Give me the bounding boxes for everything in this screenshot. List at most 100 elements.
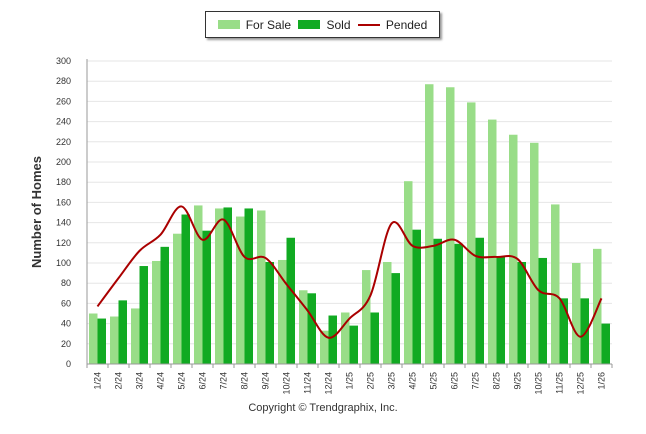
bar-for-sale-12/25 [572, 263, 581, 364]
bar-for-sale-7/25 [467, 102, 476, 364]
x-tick-label-7/25: 7/25 [471, 372, 481, 390]
x-tick-label-4/24: 4/24 [156, 372, 166, 390]
x-tick-label-3/24: 3/24 [135, 372, 145, 390]
legend-item-pended: Pended [357, 17, 428, 32]
bar-sold-2/24 [118, 300, 127, 364]
x-tick-label-2/24: 2/24 [114, 372, 124, 390]
x-tick-label-6/24: 6/24 [198, 372, 208, 390]
bar-sold-11/25 [559, 298, 568, 364]
x-tick-label-8/24: 8/24 [240, 372, 250, 390]
x-tick-label-11/24: 11/24 [303, 372, 313, 394]
y-tick-label-140: 140 [56, 218, 71, 228]
series-line-pended [96, 205, 603, 339]
legend-swatch-for-sale [217, 20, 240, 29]
bar-for-sale-9/24 [257, 210, 266, 364]
x-tick-label-11/25: 11/25 [555, 372, 565, 394]
bar-for-sale-2/25 [362, 270, 371, 364]
bar-sold-9/24 [265, 261, 274, 364]
y-tick-label-120: 120 [56, 238, 71, 248]
x-tick-label-12/24: 12/24 [324, 372, 334, 395]
bar-sold-8/24 [244, 208, 253, 364]
bar-for-sale-11/25 [551, 204, 560, 364]
bar-for-sale-6/24 [194, 205, 203, 364]
bar-sold-7/24 [223, 207, 232, 364]
x-tick-label-12/25: 12/25 [576, 372, 586, 395]
x-tick-label-2/25: 2/25 [366, 372, 376, 390]
y-tick-label-40: 40 [61, 319, 71, 329]
bar-sold-4/24 [160, 246, 169, 364]
bar-for-sale-8/24 [236, 216, 245, 364]
bar-sold-3/24 [139, 266, 148, 364]
bar-for-sale-3/24 [131, 308, 140, 364]
bar-for-sale-12/24 [320, 330, 329, 364]
y-tick-label-0: 0 [66, 359, 71, 369]
legend-label-for-sale: For Sale [245, 17, 292, 32]
y-tick-label-220: 220 [56, 137, 71, 147]
y-tick-label-180: 180 [56, 177, 71, 187]
bar-sold-1/24 [97, 318, 106, 364]
x-tick-label-10/25: 10/25 [534, 372, 544, 395]
y-tick-label-280: 280 [56, 76, 71, 86]
y-tick-label-300: 300 [56, 56, 71, 66]
y-tick-label-100: 100 [56, 258, 71, 268]
bar-sold-7/25 [475, 237, 484, 364]
y-tick-labels: 0 20 40 60 80 100 120 140 160 180 200 220 240 260 280 3… [56, 56, 71, 369]
bar-for-sale-6/25 [446, 87, 455, 364]
x-tick-label-8/25: 8/25 [492, 372, 502, 390]
legend-item-for-sale: For Sale [217, 17, 292, 32]
legend-label-sold: Sold [326, 17, 351, 32]
x-tick-label-1/25: 1/25 [345, 372, 355, 390]
bar-sold-6/25 [454, 243, 463, 364]
legend-swatch-pended [357, 23, 380, 26]
bar-for-sale-10/24 [278, 259, 287, 364]
bar-sold-4/25 [412, 229, 421, 364]
legend-item-sold: Sold [298, 17, 351, 32]
x-tick-label-9/25: 9/25 [513, 372, 523, 390]
bar-sold-1/26 [601, 323, 610, 364]
legend-swatch-sold [298, 20, 321, 29]
bar-sold-3/25 [391, 273, 400, 364]
bar-for-sale-5/24 [173, 233, 182, 364]
x-tick-label-10/24: 10/24 [282, 372, 292, 395]
bar-sold-5/24 [181, 214, 190, 364]
bars [89, 84, 610, 364]
bar-for-sale-4/24 [152, 260, 161, 364]
y-axis-label: Number of Homes [29, 156, 44, 268]
y-tick-label-200: 200 [56, 157, 71, 167]
y-tick-label-240: 240 [56, 117, 71, 127]
x-tick-labels: 1/24 2/24 3/24 4/24 5/24 6/24 7/24 8/24 9/24 10/2… [93, 372, 607, 395]
legend: For Sale Sold Pended [205, 11, 440, 38]
bar-sold-6/24 [202, 230, 211, 364]
copyright-text: Copyright © Trendgraphix, Inc. [248, 402, 398, 414]
bar-for-sale-5/25 [425, 84, 434, 364]
bar-sold-2/25 [370, 312, 379, 364]
bar-for-sale-1/24 [89, 313, 98, 364]
x-tick-label-1/24: 1/24 [93, 372, 103, 390]
bar-for-sale-4/25 [404, 181, 413, 364]
bar-for-sale-10/25 [530, 142, 539, 364]
x-tick-label-9/24: 9/24 [261, 372, 271, 390]
y-tick-label-80: 80 [61, 278, 71, 288]
bar-for-sale-1/25 [341, 312, 350, 364]
axes [86, 59, 613, 368]
y-tick-label-20: 20 [61, 339, 71, 349]
bar-for-sale-7/24 [215, 208, 224, 364]
bar-sold-12/25 [580, 298, 589, 364]
x-tick-label-3/25: 3/25 [387, 372, 397, 390]
x-tick-label-7/24: 7/24 [219, 372, 229, 390]
x-tick-label-1/26: 1/26 [597, 372, 607, 390]
bar-sold-8/25 [496, 256, 505, 364]
bar-sold-10/25 [538, 257, 547, 364]
bar-sold-10/24 [286, 237, 295, 364]
bar-sold-12/24 [328, 315, 337, 364]
bar-sold-9/25 [517, 261, 526, 364]
y-tick-label-160: 160 [56, 197, 71, 207]
bar-for-sale-8/25 [488, 119, 497, 364]
legend-label-pended: Pended [385, 17, 428, 32]
x-tick-label-5/24: 5/24 [177, 372, 187, 390]
bar-for-sale-3/25 [383, 261, 392, 364]
bar-for-sale-9/25 [509, 134, 518, 364]
x-tick-label-4/25: 4/25 [408, 372, 418, 390]
bar-sold-11/24 [307, 293, 316, 364]
